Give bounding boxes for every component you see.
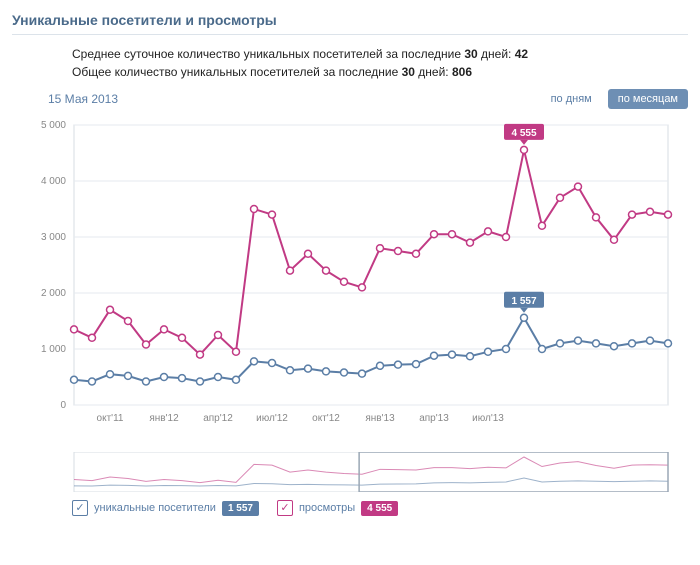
summary-line-1: Среднее суточное количество уникальных п… (72, 45, 688, 63)
summary-text: Общее количество уникальных посетителей … (72, 65, 402, 79)
svg-text:янв'12: янв'12 (149, 413, 179, 424)
checkbox-icon[interactable]: ✓ (72, 500, 88, 516)
legend-badge: 4 555 (361, 501, 398, 516)
chart-toolbar: 15 Мая 2013 по дням по месяцам (12, 89, 688, 109)
svg-text:апр'12: апр'12 (203, 413, 233, 424)
svg-text:2 000: 2 000 (41, 288, 66, 299)
svg-text:1 000: 1 000 (41, 344, 66, 355)
svg-text:янв'13: янв'13 (365, 413, 395, 424)
summary-line-2: Общее количество уникальных посетителей … (72, 63, 688, 81)
checkbox-icon[interactable]: ✓ (277, 500, 293, 516)
tab-by-day[interactable]: по дням (541, 89, 602, 109)
summary-text: дней: (478, 47, 515, 61)
legend-label: уникальные посетители (94, 502, 216, 514)
legend-badge: 1 557 (222, 501, 259, 516)
svg-text:3 000: 3 000 (41, 232, 66, 243)
svg-text:апр'13: апр'13 (419, 413, 449, 424)
line-chart: 0 1 000 2 000 3 000 4 000 5 000 окт'11 янв'12 ап… (18, 115, 678, 445)
summary-value: 42 (515, 47, 528, 61)
svg-text:5 000: 5 000 (41, 120, 66, 131)
svg-text:июл'12: июл'12 (256, 413, 288, 424)
chart-legend: ✓ уникальные посетители 1 557 ✓ просмотр… (72, 500, 688, 516)
svg-text:4 000: 4 000 (41, 176, 66, 187)
tab-by-month[interactable]: по месяцам (608, 89, 688, 109)
svg-text:0: 0 (60, 400, 66, 411)
legend-label: просмотры (299, 502, 355, 514)
summary-value: 806 (452, 65, 472, 79)
panel-title: Уникальные посетители и просмотры (12, 12, 688, 35)
legend-item-views[interactable]: ✓ просмотры 4 555 (277, 500, 398, 516)
svg-text:окт'11: окт'11 (97, 413, 124, 424)
chart-container: 0 1 000 2 000 3 000 4 000 5 000 окт'11 янв'12 ап… (18, 115, 678, 492)
overview-chart[interactable] (18, 452, 678, 492)
svg-text:окт'12: окт'12 (312, 413, 340, 424)
svg-text:4 555: 4 555 (511, 128, 536, 139)
svg-text:1 557: 1 557 (511, 296, 536, 307)
date-label: 15 Мая 2013 (48, 92, 118, 106)
summary-text: Среднее суточное количество уникальных п… (72, 47, 464, 61)
summary-text: дней: (415, 65, 452, 79)
summary-days: 30 (464, 47, 477, 61)
legend-item-unique[interactable]: ✓ уникальные посетители 1 557 (72, 500, 259, 516)
summary-block: Среднее суточное количество уникальных п… (72, 45, 688, 81)
summary-days: 30 (402, 65, 415, 79)
svg-text:июл'13: июл'13 (472, 413, 504, 424)
